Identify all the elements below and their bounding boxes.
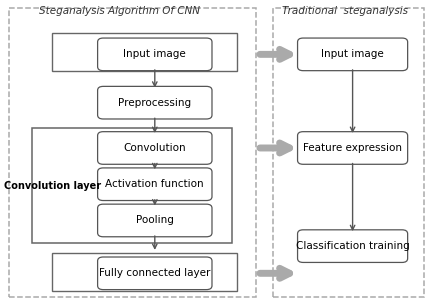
Bar (273, 8, 424, 297)
FancyBboxPatch shape (298, 132, 408, 164)
Bar (32, 128, 232, 243)
Bar (9, 8, 256, 297)
FancyBboxPatch shape (98, 168, 212, 201)
FancyBboxPatch shape (98, 257, 212, 290)
Text: Input image: Input image (321, 49, 384, 59)
FancyBboxPatch shape (98, 86, 212, 119)
Text: Fully connected layer: Fully connected layer (99, 268, 211, 278)
Text: Classification training: Classification training (296, 241, 409, 251)
Text: Activation function: Activation function (105, 179, 204, 189)
Text: Traditional  steganalysis: Traditional steganalysis (282, 6, 408, 17)
Bar (52, 253, 237, 291)
Text: Preprocessing: Preprocessing (118, 98, 191, 108)
FancyBboxPatch shape (98, 38, 212, 71)
Bar (52, 33, 237, 71)
Text: Convolution: Convolution (123, 143, 186, 153)
FancyBboxPatch shape (98, 132, 212, 164)
FancyBboxPatch shape (298, 230, 408, 262)
Text: Input image: Input image (123, 49, 186, 59)
Text: Convolution layer: Convolution layer (4, 181, 101, 191)
FancyBboxPatch shape (298, 38, 408, 71)
FancyBboxPatch shape (98, 204, 212, 237)
Text: Feature expression: Feature expression (303, 143, 402, 153)
Text: Pooling: Pooling (136, 215, 174, 226)
Text: Steganalysis Algorithm Of CNN: Steganalysis Algorithm Of CNN (39, 6, 200, 17)
